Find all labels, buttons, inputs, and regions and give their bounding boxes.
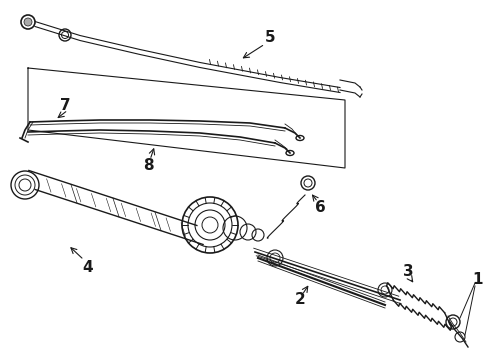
Text: 1: 1: [473, 273, 483, 288]
Text: 3: 3: [403, 265, 413, 279]
Text: 8: 8: [143, 158, 153, 172]
Text: 2: 2: [294, 292, 305, 307]
Text: 6: 6: [315, 199, 325, 215]
Text: 5: 5: [265, 31, 275, 45]
Circle shape: [24, 18, 32, 26]
Text: 7: 7: [60, 98, 70, 112]
Text: 4: 4: [83, 261, 93, 275]
Circle shape: [21, 15, 35, 29]
